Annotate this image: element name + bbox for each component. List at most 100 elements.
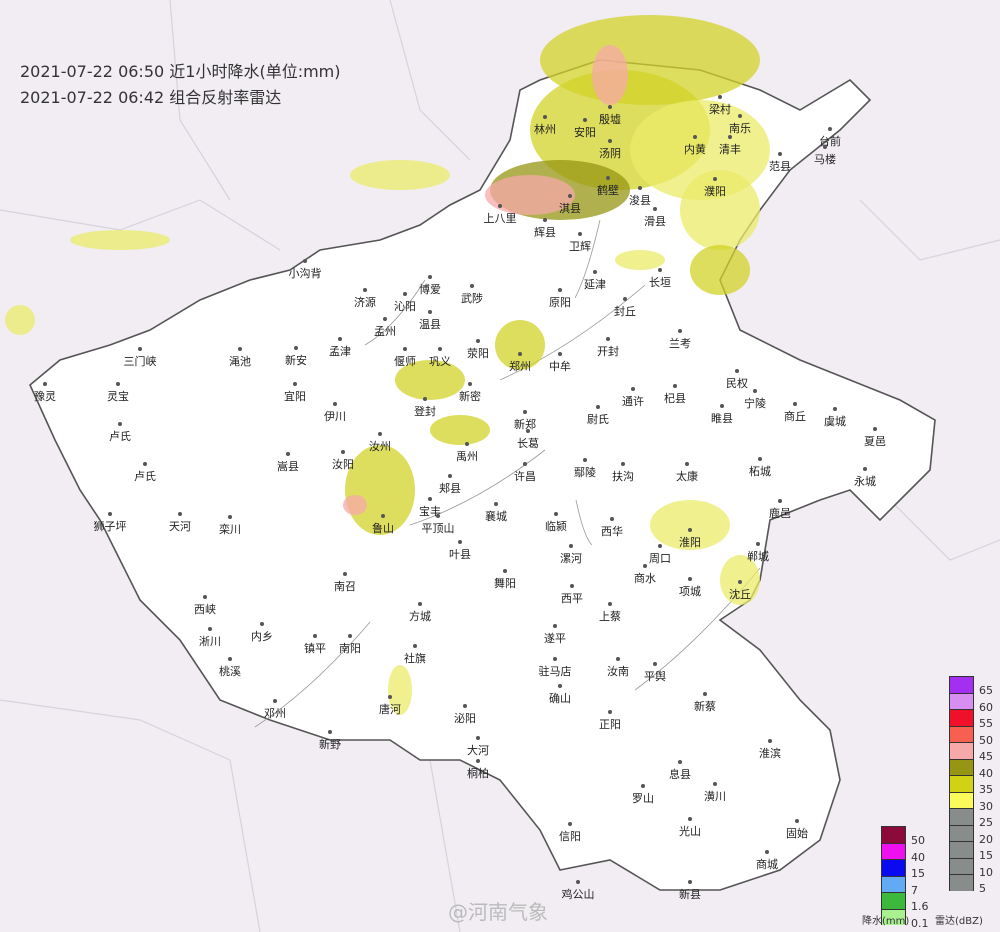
city-dot <box>713 177 717 181</box>
city-label: 光山 <box>679 825 701 838</box>
legend-label: 10 <box>979 865 993 879</box>
city-label: 卢氏 <box>109 430 131 443</box>
city-dot <box>678 329 682 333</box>
legend-label: 35 <box>979 783 993 796</box>
city-label: 南阳 <box>339 642 361 655</box>
city-dot <box>873 427 877 431</box>
city-dot <box>553 624 557 628</box>
city-dot <box>43 382 47 386</box>
radar-echo <box>690 245 750 295</box>
city-dot <box>476 339 480 343</box>
city-dot <box>553 657 557 661</box>
city-label: 渑池 <box>229 355 251 368</box>
city-dot <box>621 462 625 466</box>
city-label: 范县 <box>769 160 791 173</box>
city-dot <box>793 402 797 406</box>
legend-swatch <box>881 859 906 876</box>
city-label: 新野 <box>319 738 341 751</box>
city-dot <box>526 429 530 433</box>
city-label: 新郑 <box>514 418 536 431</box>
city-dot <box>423 397 427 401</box>
city-dot <box>823 145 827 149</box>
city-dot <box>518 352 522 356</box>
city-label: 商丘 <box>784 410 806 423</box>
city-dot <box>738 580 742 584</box>
city-label: 泌阳 <box>454 712 476 725</box>
city-dot <box>476 736 480 740</box>
radar-echo <box>388 665 412 715</box>
city-dot <box>713 782 717 786</box>
city-dot <box>623 297 627 301</box>
city-dot <box>436 514 440 518</box>
city-dot <box>554 512 558 516</box>
city-label: 桐柏 <box>467 767 489 780</box>
city-label: 正阳 <box>599 718 621 731</box>
city-dot <box>458 540 462 544</box>
city-label: 虞城 <box>824 415 846 428</box>
legend-swatch <box>949 709 974 726</box>
city-dot <box>413 644 417 648</box>
city-label: 鹤壁 <box>597 184 619 197</box>
city-dot <box>558 288 562 292</box>
city-dot <box>143 462 147 466</box>
city-label: 唐河 <box>379 703 401 716</box>
city-label: 扶沟 <box>612 470 634 483</box>
city-label: 淮阳 <box>679 536 701 549</box>
legend-label: 7 <box>911 883 918 897</box>
city-dot <box>631 387 635 391</box>
city-label: 襄城 <box>485 510 507 523</box>
city-label: 南召 <box>334 580 356 593</box>
city-dot <box>403 347 407 351</box>
city-dot <box>685 462 689 466</box>
city-dot <box>608 139 612 143</box>
city-label: 汝南 <box>607 665 629 678</box>
city-dot <box>616 657 620 661</box>
precip-legend: 50 40 15 7 1.6 0.1 <box>881 826 929 930</box>
city-label: 濮阳 <box>704 185 726 198</box>
legend-swatch <box>949 692 974 709</box>
legend-swatch <box>881 908 906 925</box>
city-dot <box>863 467 867 471</box>
city-dot <box>428 497 432 501</box>
city-dot <box>658 544 662 548</box>
city-dot <box>428 310 432 314</box>
city-label: 长葛 <box>517 437 539 450</box>
city-dot <box>828 127 832 131</box>
city-label: 鸡公山 <box>561 888 595 901</box>
city-dot <box>498 204 502 208</box>
city-label: 偃师 <box>394 355 416 368</box>
city-dot <box>303 259 307 263</box>
city-label: 封丘 <box>614 305 636 318</box>
city-dot <box>523 410 527 414</box>
city-dot <box>378 432 382 436</box>
city-label: 济源 <box>354 296 376 309</box>
weibo-watermark: @河南气象 <box>448 900 548 924</box>
city-label: 灵宝 <box>107 390 129 403</box>
city-dot <box>606 337 610 341</box>
radar-echo <box>350 160 450 190</box>
city-label: 镇平 <box>304 642 326 655</box>
city-label: 淇县 <box>559 202 581 215</box>
city-label: 南乐 <box>729 122 751 135</box>
legend-swatch <box>881 892 906 909</box>
city-label: 夏邑 <box>864 435 886 448</box>
city-dot <box>328 730 332 734</box>
legend-label: 5 <box>979 882 986 895</box>
city-label: 西平 <box>561 592 583 605</box>
legend-swatch <box>949 808 974 825</box>
city-label: 殷墟 <box>599 113 621 126</box>
city-label: 周口 <box>649 552 671 565</box>
city-label: 博爱 <box>419 283 441 296</box>
city-dot <box>428 275 432 279</box>
city-dot <box>643 564 647 568</box>
legend-swatch <box>881 826 906 843</box>
city-dot <box>758 457 762 461</box>
city-label: 固始 <box>786 827 808 840</box>
legend-label: 1.6 <box>911 900 929 913</box>
city-dot <box>313 634 317 638</box>
city-label: 巩义 <box>429 355 451 368</box>
city-label: 荥阳 <box>467 347 489 360</box>
city-label: 孟州 <box>374 325 396 338</box>
city-label: 上八里 <box>483 212 517 225</box>
